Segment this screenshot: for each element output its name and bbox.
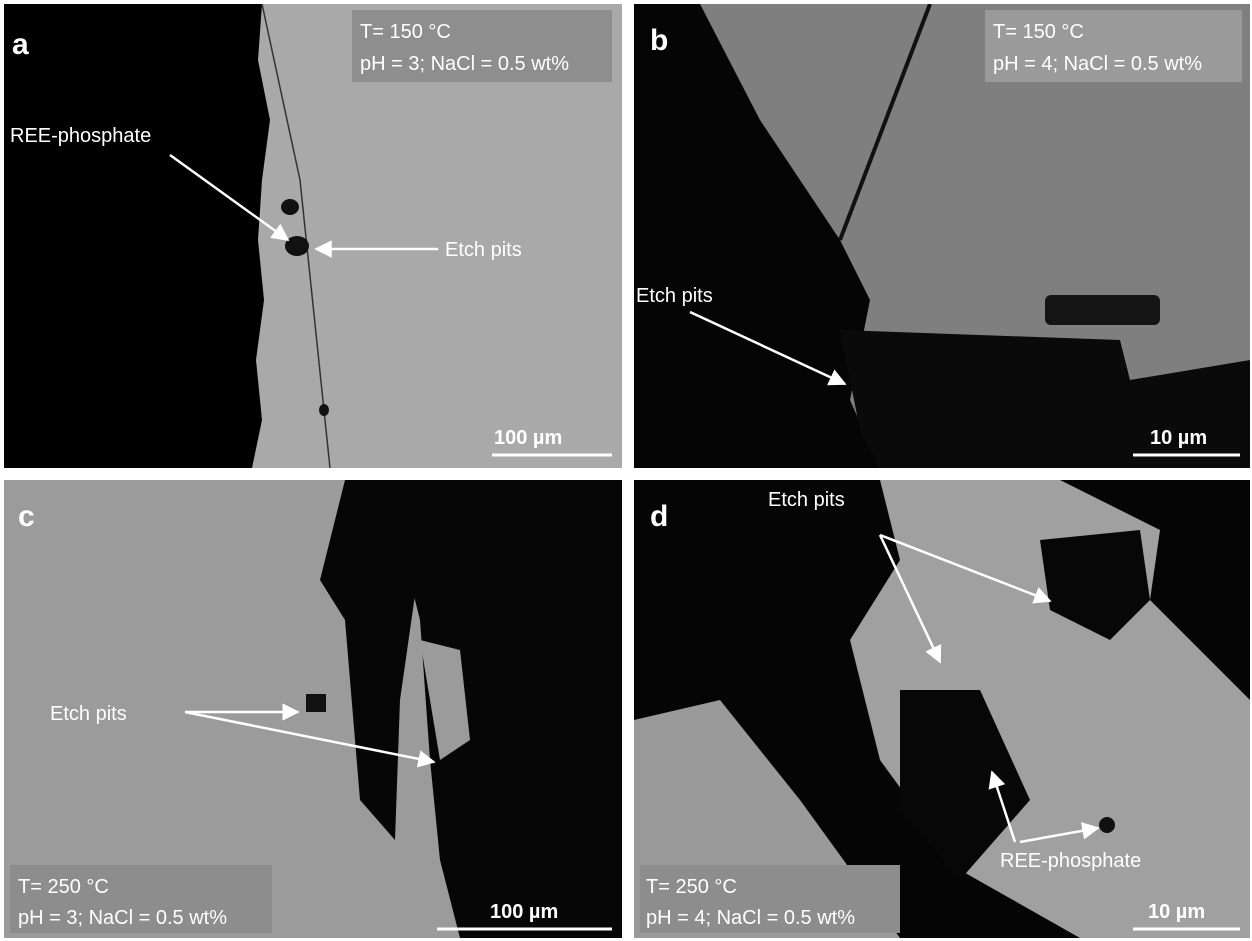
panel-letter: c (18, 500, 35, 533)
condition: pH = 4; NaCl = 0.5 wt% (646, 907, 855, 929)
scale-label: 100 µm (494, 427, 562, 449)
pit (1099, 817, 1115, 833)
panel-letter: d (650, 500, 668, 533)
condition: pH = 4; NaCl = 0.5 wt% (993, 53, 1202, 75)
annotation: Etch pits (636, 285, 713, 307)
condition: T= 150 °C (993, 21, 1084, 43)
panel-letter: a (12, 28, 29, 61)
panel-c: T= 250 °C pH = 3; NaCl = 0.5 wt% c Etch … (4, 480, 622, 938)
panel-a: T= 150 °C pH = 3; NaCl = 0.5 wt% a REE-p… (4, 4, 622, 468)
scale-label: 10 µm (1148, 901, 1205, 923)
annotation: REE-phosphate (1000, 850, 1141, 872)
annotation: Etch pits (50, 703, 127, 725)
panel-d: T= 250 °C pH = 4; NaCl = 0.5 wt% d Etch … (634, 480, 1250, 938)
dark-region (4, 4, 270, 468)
scale-label: 10 µm (1150, 427, 1207, 449)
panel-b: T= 150 °C pH = 4; NaCl = 0.5 wt% b Etch … (634, 4, 1250, 468)
condition: T= 250 °C (18, 876, 109, 898)
condition: pH = 3; NaCl = 0.5 wt% (360, 53, 569, 75)
pit (319, 404, 329, 416)
pit (281, 199, 299, 215)
annotation: Etch pits (445, 239, 522, 261)
figure: T= 150 °C pH = 3; NaCl = 0.5 wt% a REE-p… (0, 0, 1252, 941)
condition: T= 250 °C (646, 876, 737, 898)
pit (1045, 295, 1160, 325)
pit (306, 694, 326, 712)
annotation: REE-phosphate (10, 125, 151, 147)
annotation: Etch pits (768, 489, 845, 511)
scale-label: 100 µm (490, 901, 558, 923)
condition: pH = 3; NaCl = 0.5 wt% (18, 907, 227, 929)
condition: T= 150 °C (360, 21, 451, 43)
panel-letter: b (650, 24, 668, 57)
